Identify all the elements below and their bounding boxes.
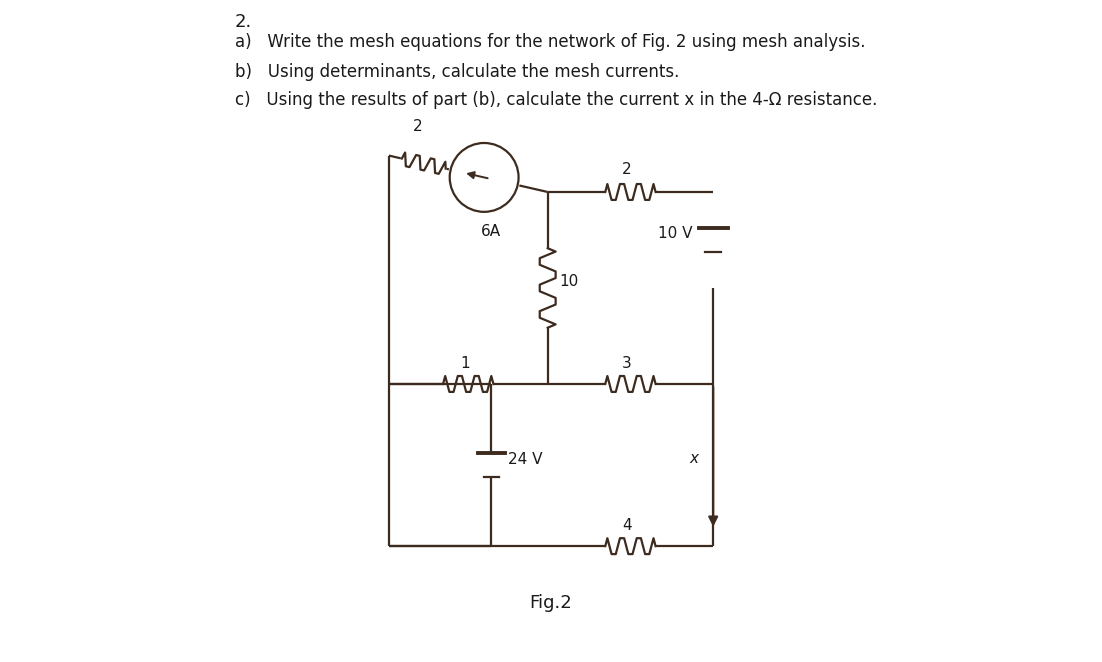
Text: 24 V: 24 V	[508, 452, 542, 467]
Text: 2: 2	[623, 162, 631, 177]
Text: 2: 2	[413, 118, 423, 134]
Text: a)   Write the mesh equations for the network of Fig. 2 using mesh analysis.: a) Write the mesh equations for the netw…	[235, 33, 865, 51]
Text: 6A: 6A	[480, 224, 500, 239]
Text: 10: 10	[560, 274, 579, 289]
Text: x: x	[690, 451, 699, 466]
Text: 4: 4	[623, 518, 631, 533]
Text: Fig.2: Fig.2	[530, 594, 572, 612]
Text: b)   Using determinants, calculate the mesh currents.: b) Using determinants, calculate the mes…	[235, 63, 679, 81]
Text: 10 V: 10 V	[658, 226, 692, 241]
Text: 1: 1	[461, 355, 469, 371]
Text: 2.: 2.	[235, 13, 252, 31]
Text: 3: 3	[623, 355, 633, 371]
Text: c)   Using the results of part (b), calculate the current x in the 4-Ω resistanc: c) Using the results of part (b), calcul…	[235, 91, 877, 109]
